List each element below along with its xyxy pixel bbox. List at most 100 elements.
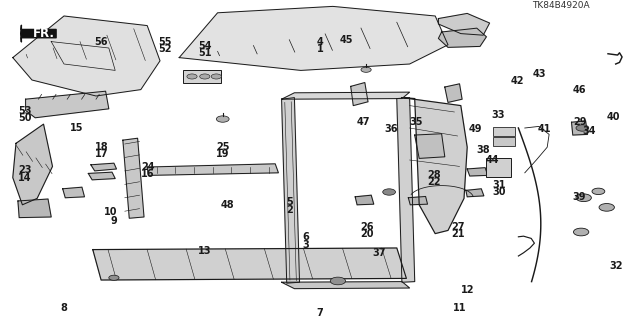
Polygon shape (123, 138, 144, 218)
Polygon shape (282, 98, 300, 283)
Polygon shape (467, 168, 488, 176)
Text: 39: 39 (573, 192, 586, 202)
Circle shape (187, 74, 197, 79)
Text: 24: 24 (141, 162, 154, 172)
Circle shape (200, 74, 210, 79)
Polygon shape (63, 187, 84, 198)
Text: 26: 26 (360, 222, 374, 232)
Polygon shape (147, 164, 278, 175)
Text: 22: 22 (428, 177, 441, 188)
Text: 17: 17 (95, 149, 108, 159)
Text: 36: 36 (384, 124, 397, 134)
Circle shape (573, 228, 589, 236)
Text: 11: 11 (452, 303, 467, 313)
Polygon shape (351, 83, 368, 106)
Polygon shape (282, 92, 410, 99)
Circle shape (330, 277, 346, 285)
Circle shape (592, 188, 605, 195)
Text: 30: 30 (492, 187, 506, 197)
Text: 16: 16 (141, 169, 154, 180)
Text: 40: 40 (607, 112, 620, 122)
Text: 9: 9 (110, 216, 117, 226)
Text: 25: 25 (216, 142, 230, 152)
Text: 44: 44 (486, 155, 500, 165)
Polygon shape (402, 98, 467, 234)
Text: 46: 46 (573, 85, 586, 95)
Text: 33: 33 (492, 110, 505, 120)
Polygon shape (282, 282, 410, 289)
Text: 54: 54 (198, 41, 212, 52)
Text: 49: 49 (468, 124, 482, 134)
Polygon shape (93, 248, 406, 280)
Text: 21: 21 (451, 228, 465, 239)
Text: 8: 8 (61, 303, 67, 313)
Text: 32: 32 (609, 261, 623, 271)
Text: 42: 42 (511, 76, 524, 86)
Text: 38: 38 (477, 145, 490, 156)
Text: 27: 27 (451, 221, 465, 232)
Polygon shape (18, 199, 51, 218)
Text: FR.: FR. (33, 27, 54, 40)
Polygon shape (572, 121, 588, 135)
Text: TK84B4920A: TK84B4920A (532, 1, 590, 10)
Text: 1: 1 (317, 44, 323, 54)
Text: 35: 35 (410, 116, 423, 127)
Text: 41: 41 (538, 124, 551, 134)
Circle shape (109, 275, 119, 280)
Text: 14: 14 (18, 172, 31, 183)
Text: 37: 37 (372, 248, 386, 258)
Text: 55: 55 (158, 36, 172, 47)
Polygon shape (408, 196, 428, 205)
Circle shape (599, 204, 614, 211)
Polygon shape (13, 124, 52, 205)
Text: 45: 45 (339, 35, 353, 45)
Text: 18: 18 (95, 141, 108, 152)
Text: 28: 28 (428, 170, 441, 180)
Bar (486, 158, 511, 177)
Polygon shape (438, 28, 486, 47)
Text: 56: 56 (95, 36, 108, 47)
Text: 43: 43 (532, 69, 546, 79)
Text: 13: 13 (198, 246, 212, 256)
Text: 4: 4 (317, 37, 323, 47)
Polygon shape (179, 6, 448, 70)
Text: 34: 34 (582, 126, 596, 136)
Text: 6: 6 (303, 232, 309, 242)
Text: 3: 3 (303, 240, 309, 250)
Circle shape (576, 125, 589, 131)
Text: 5: 5 (286, 197, 292, 207)
Text: 47: 47 (357, 117, 371, 127)
Bar (493, 127, 515, 136)
Text: 52: 52 (158, 44, 172, 54)
Polygon shape (13, 16, 160, 96)
Text: 53: 53 (18, 106, 31, 116)
Text: 19: 19 (216, 149, 230, 159)
Text: 12: 12 (461, 284, 474, 295)
Polygon shape (26, 91, 109, 118)
Polygon shape (355, 195, 374, 205)
Text: 50: 50 (18, 113, 31, 124)
Text: 10: 10 (104, 207, 117, 217)
Polygon shape (415, 134, 445, 158)
Polygon shape (466, 189, 484, 197)
Polygon shape (438, 13, 490, 35)
Text: 23: 23 (18, 165, 31, 175)
Circle shape (361, 67, 371, 72)
Text: 7: 7 (317, 308, 323, 318)
Bar (183, 70, 221, 83)
Polygon shape (397, 98, 415, 282)
Text: 2: 2 (286, 204, 292, 215)
Polygon shape (445, 84, 462, 102)
Circle shape (211, 74, 221, 79)
FancyArrowPatch shape (20, 25, 56, 42)
Polygon shape (88, 172, 115, 180)
Circle shape (576, 194, 591, 202)
Bar (493, 137, 515, 146)
Text: 15: 15 (70, 123, 84, 133)
Circle shape (216, 116, 229, 122)
Text: 48: 48 (221, 200, 234, 211)
Text: 20: 20 (360, 229, 374, 239)
Text: 29: 29 (573, 117, 586, 127)
Polygon shape (91, 163, 116, 171)
Circle shape (383, 189, 396, 195)
